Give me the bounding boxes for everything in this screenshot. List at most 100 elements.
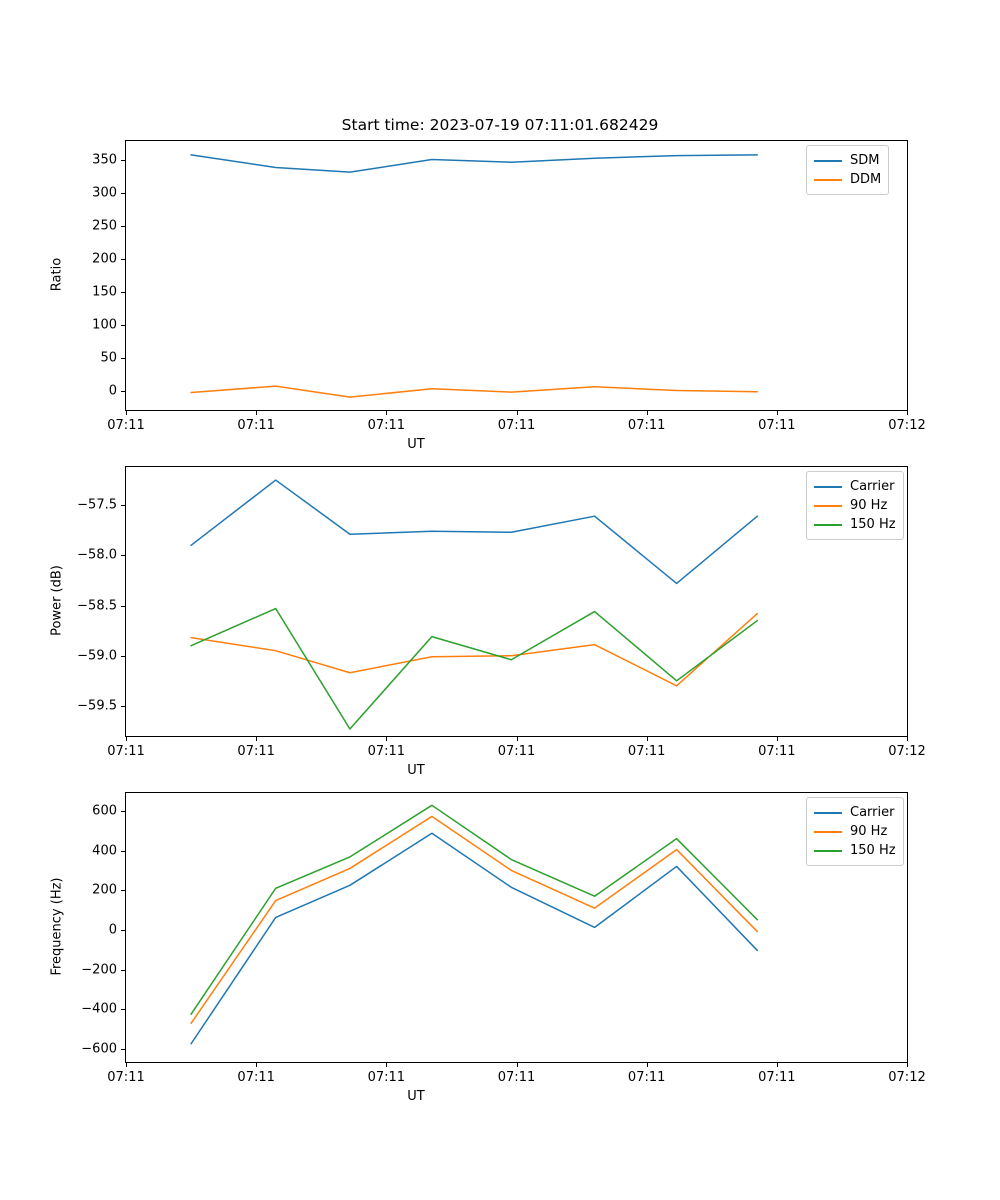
x-tickmark <box>386 1063 388 1067</box>
x-tickmark <box>776 1063 778 1067</box>
legend-ratio[interactable]: SDM DDM <box>806 145 890 195</box>
x-tick-label: 07:11 <box>758 744 796 759</box>
legend-label: Carrier <box>850 805 895 820</box>
legend-item-carrier[interactable]: Carrier <box>814 803 896 822</box>
x-tickmark <box>776 737 778 741</box>
y-tickmark <box>121 1009 125 1011</box>
legend-color-swatch <box>814 849 842 852</box>
legend-power[interactable]: Carrier 90 Hz 150 Hz <box>806 471 904 540</box>
y-tick-label: −58.0 <box>77 547 117 563</box>
x-tickmark <box>256 1063 258 1067</box>
legend-label: 90 Hz <box>850 498 888 513</box>
legend-color-swatch <box>814 523 842 526</box>
legend-item-90-hz[interactable]: 90 Hz <box>814 822 896 841</box>
legend-frequency[interactable]: Carrier 90 Hz 150 Hz <box>806 797 904 866</box>
x-tickmark <box>256 411 258 415</box>
y-tickmark <box>121 505 125 507</box>
series-line-90-hz <box>190 815 759 1025</box>
x-tick-label: 07:11 <box>627 744 666 759</box>
legend-color-swatch <box>814 830 842 833</box>
x-axis-label-ut-middle: UT <box>407 763 425 778</box>
x-tickmark <box>126 737 127 741</box>
x-tick-label: 07:12 <box>888 744 926 759</box>
x-tickmark <box>386 411 388 415</box>
y-tick-label: 200 <box>92 882 117 898</box>
series-line-90-hz <box>190 612 759 687</box>
y-tickmark <box>121 969 125 971</box>
figure-title: Start time: 2023-07-19 07:11:01.682429 <box>341 116 659 134</box>
axes-ratio <box>125 140 908 411</box>
y-tick-label: −200 <box>81 962 117 978</box>
y-tick-label: 250 <box>92 218 117 234</box>
x-tickmark <box>907 1063 908 1067</box>
legend-color-swatch <box>814 178 842 181</box>
legend-color-swatch <box>814 504 842 507</box>
x-tickmark <box>907 411 908 415</box>
y-tickmark <box>121 391 125 393</box>
y-tick-label: 350 <box>92 152 117 168</box>
plot-lines-ratio <box>190 154 759 398</box>
legend-item-150-hz[interactable]: 150 Hz <box>814 515 896 534</box>
x-tick-label: 07:11 <box>497 744 536 759</box>
x-tick-label: 07:11 <box>758 1070 796 1085</box>
series-line-150-hz <box>190 804 759 1015</box>
x-tick-label: 07:11 <box>367 1070 406 1085</box>
x-tickmark <box>126 411 127 415</box>
y-tick-label: −58.5 <box>77 598 117 613</box>
x-tick-label: 07:12 <box>888 418 926 433</box>
x-tickmark <box>516 737 518 741</box>
y-tickmark <box>121 655 125 657</box>
y-tickmark <box>121 850 125 852</box>
y-tick-label: 100 <box>92 317 117 333</box>
x-tick-label: 07:11 <box>237 744 275 759</box>
legend-label: 150 Hz <box>850 517 896 532</box>
x-axis-label-ut-top: UT <box>407 437 425 452</box>
x-tick-label: 07:11 <box>627 418 666 433</box>
x-tickmark <box>516 411 518 415</box>
x-tickmark <box>646 1063 648 1067</box>
x-axis-label-ut-bottom: UT <box>407 1089 425 1104</box>
x-tickmark <box>516 1063 518 1067</box>
legend-item-150-hz[interactable]: 150 Hz <box>814 841 896 860</box>
axes-power <box>125 466 908 737</box>
x-tick-label: 07:11 <box>237 418 275 433</box>
legend-label: Carrier <box>850 479 895 494</box>
x-tick-label: 07:11 <box>237 1070 275 1085</box>
series-line-carrier <box>190 832 759 1045</box>
x-tick-label: 07:11 <box>627 1070 666 1085</box>
x-tickmark <box>646 737 648 741</box>
x-tick-label: 07:11 <box>367 418 406 433</box>
y-tickmark <box>121 292 125 294</box>
x-tickmark <box>646 411 648 415</box>
series-line-carrier <box>190 479 759 585</box>
y-tick-label: 400 <box>92 843 117 859</box>
y-tick-label: −59.0 <box>77 648 117 664</box>
axes-frequency <box>125 792 908 1063</box>
y-tickmark <box>121 159 125 161</box>
x-tick-label: 07:11 <box>497 418 536 433</box>
plot-lines-power <box>190 479 759 730</box>
y-tickmark <box>121 810 125 812</box>
legend-item-90-hz[interactable]: 90 Hz <box>814 496 896 515</box>
legend-label: DDM <box>850 172 882 187</box>
legend-item-sdm[interactable]: SDM <box>814 151 881 170</box>
x-tick-label: 07:11 <box>758 418 796 433</box>
y-tick-label: 200 <box>92 251 117 267</box>
y-tickmark <box>121 890 125 892</box>
x-tick-label: 07:11 <box>107 744 145 759</box>
y-tickmark <box>121 605 125 607</box>
y-tickmark <box>121 325 125 327</box>
x-tick-label: 07:11 <box>107 1070 145 1085</box>
y-tick-label: 0 <box>108 383 117 399</box>
y-tick-label: 50 <box>100 350 117 366</box>
y-tick-label: −57.5 <box>77 497 117 513</box>
series-line-sdm <box>190 154 759 173</box>
legend-item-ddm[interactable]: DDM <box>814 170 881 189</box>
y-tickmark <box>121 705 125 707</box>
x-tickmark <box>126 1063 127 1067</box>
y-tick-label: −400 <box>81 1001 117 1017</box>
legend-item-carrier[interactable]: Carrier <box>814 477 896 496</box>
y-tickmark <box>121 555 125 557</box>
y-axis-label-ratio: Ratio <box>49 257 65 291</box>
